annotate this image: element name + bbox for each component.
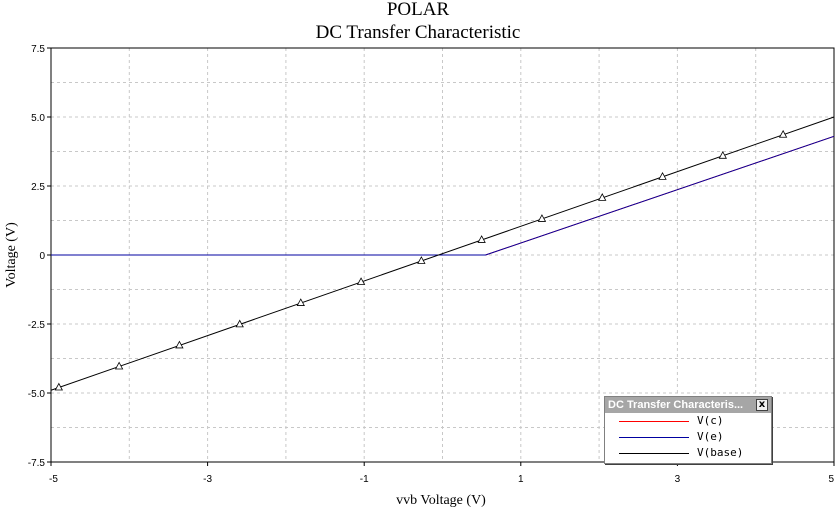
legend-window[interactable]: DC Transfer Characteris... x V(c) V(e) V… <box>604 396 772 464</box>
point-marker-vbase <box>778 129 788 138</box>
point-marker-vbase <box>417 256 426 264</box>
x-tick-label: -1 <box>360 474 369 485</box>
y-tick-label: 2.5 <box>31 182 45 193</box>
x-tick-label: -3 <box>203 474 212 485</box>
x-axis-label: vvb Voltage (V) <box>396 493 486 508</box>
legend-swatch-vbase <box>619 453 689 454</box>
y-tick-label: 0 <box>39 251 45 262</box>
point-marker-vbase <box>175 340 184 349</box>
x-axis-ticks: -5 -3 -1 1 3 5 <box>49 462 835 485</box>
point-marker-vbase <box>598 193 607 201</box>
chart-title: POLAR <box>387 0 450 20</box>
close-icon[interactable]: x <box>756 399 768 411</box>
chart-subtitle: DC Transfer Characteristic <box>316 22 521 43</box>
series-line-ve <box>51 135 835 256</box>
legend-title: DC Transfer Characteris... <box>608 399 744 411</box>
point-marker-vbase <box>356 277 366 285</box>
legend-label-vbase: V(base) <box>697 446 744 459</box>
point-marker-vbase <box>537 214 547 222</box>
legend-titlebar[interactable]: DC Transfer Characteris... x <box>605 397 771 413</box>
point-marker-vbase <box>718 150 727 159</box>
point-marker-vbase <box>114 361 124 370</box>
y-tick-label: -7.5 <box>28 458 46 469</box>
legend-swatch-vc <box>619 421 689 422</box>
point-marker-vbase <box>477 235 486 243</box>
y-tick-label: -2.5 <box>28 320 46 331</box>
legend-label-vc: V(c) <box>697 414 724 427</box>
x-tick-label: -5 <box>49 474 58 485</box>
y-tick-label: 7.5 <box>31 44 45 55</box>
x-tick-label: 1 <box>518 474 524 485</box>
point-marker-vbase <box>296 298 305 306</box>
y-tick-label: -5.0 <box>28 389 46 400</box>
legend-label-ve: V(e) <box>697 430 724 443</box>
legend-swatch-ve <box>619 437 689 438</box>
point-marker-vbase <box>54 382 63 391</box>
legend-item-ve: V(e) <box>605 429 771 445</box>
x-tick-label: 3 <box>675 474 681 485</box>
x-tick-label: 5 <box>828 474 834 485</box>
series-layer <box>50 116 835 391</box>
y-tick-label: 5.0 <box>31 113 45 124</box>
y-axis-label: Voltage (V) <box>4 222 19 288</box>
legend-item-vc: V(c) <box>605 413 771 429</box>
point-marker-vbase <box>235 319 244 328</box>
point-marker-vbase <box>658 171 667 180</box>
legend-item-vbase: V(base) <box>605 445 771 461</box>
y-axis-ticks: 7.5 5.0 2.5 0 -2.5 -5.0 -7.5 <box>28 44 51 469</box>
series-line-vc <box>51 135 835 256</box>
